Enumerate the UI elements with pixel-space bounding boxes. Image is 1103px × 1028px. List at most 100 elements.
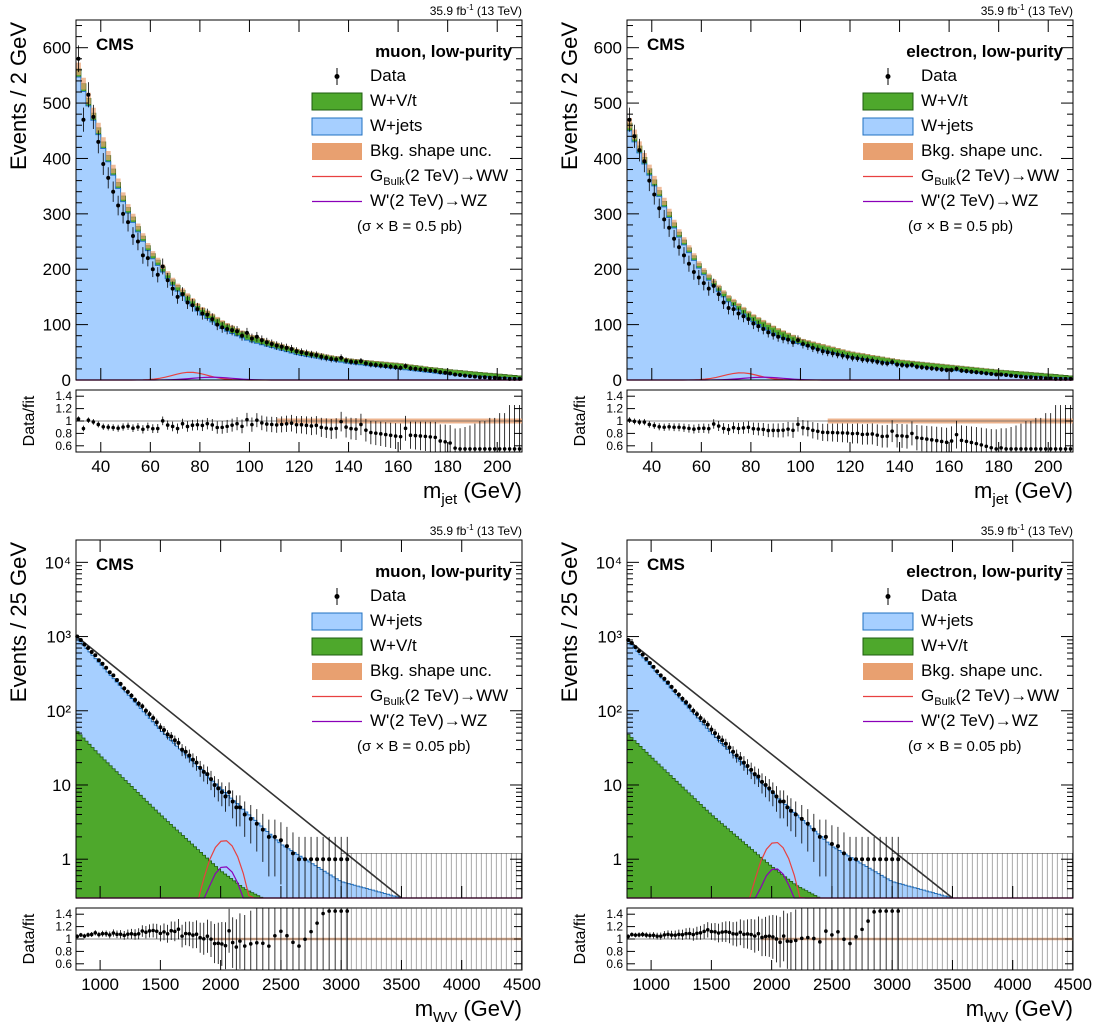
legend-data-label: Data: [370, 586, 406, 605]
data-point: [840, 353, 845, 358]
data-point: [716, 292, 721, 297]
data-point: [895, 362, 900, 367]
data-point: [448, 371, 453, 376]
ratio-point: [727, 930, 732, 935]
data-point: [339, 355, 344, 360]
data-point: [658, 673, 663, 678]
data-point: [800, 342, 805, 346]
data-point: [175, 294, 180, 299]
legend-gbulk-label: GBulk(2 TeV)→WW: [370, 686, 508, 708]
x-tick-label: 3000: [322, 975, 360, 994]
data-point: [264, 340, 269, 345]
x-axis-sub: jet: [440, 491, 458, 508]
x-tick-label: 160: [384, 457, 412, 476]
ratio-point: [789, 939, 793, 944]
data-point: [781, 336, 786, 341]
ratio-point: [842, 937, 846, 942]
ratio-point: [191, 933, 195, 937]
ratio-point: [1024, 447, 1028, 451]
ratio-point: [136, 931, 141, 936]
legend-wjets-label: W+jets: [370, 611, 422, 630]
data-point: [904, 363, 909, 368]
ratio-point: [121, 425, 125, 429]
y-tick-label: 500: [594, 94, 622, 113]
ratio-axis-label: Data/fit: [572, 395, 589, 446]
ratio-point: [830, 430, 835, 435]
data-point: [133, 697, 138, 702]
data-point: [662, 676, 667, 681]
ratio-tick-label: 0.8: [55, 426, 72, 440]
y-tick-label: 10: [52, 776, 71, 795]
data-point: [477, 375, 482, 380]
data-point: [81, 117, 86, 122]
ratio-point: [910, 431, 914, 436]
data-point: [294, 349, 299, 354]
data-point: [746, 317, 751, 322]
data-point: [248, 816, 253, 821]
data-point: [890, 857, 895, 862]
ratio-tick-label: 1: [65, 414, 72, 428]
legend-gbulk-label: GBulk(2 TeV)→WW: [921, 686, 1059, 708]
data-point: [723, 741, 728, 746]
data-point: [201, 769, 206, 774]
x-tick-label: 2000: [202, 975, 240, 994]
ratio-point: [920, 436, 924, 441]
legend-unc-label: Bkg. shape unc.: [370, 661, 492, 680]
data-point: [781, 799, 786, 804]
legend-gbulk-main: G: [921, 166, 934, 185]
cms-label: CMS: [96, 555, 134, 574]
ratio-point: [91, 420, 96, 424]
ratio-point: [855, 431, 860, 436]
ratio-point: [131, 426, 135, 431]
ratio-point: [180, 934, 184, 938]
x-tick-label: 2000: [753, 975, 791, 994]
x-axis-label: mWV (GeV): [966, 996, 1073, 1026]
ratio-point: [896, 909, 901, 913]
ratio-point: [954, 432, 959, 437]
ratio-point: [771, 428, 775, 433]
x-tick-label: 120: [285, 457, 313, 476]
data-point: [125, 689, 130, 694]
y-tick-label: 1: [613, 850, 622, 869]
ratio-point: [413, 433, 418, 438]
data-point: [672, 236, 677, 241]
x-tick-label: 4500: [1054, 975, 1092, 994]
ratio-point: [76, 417, 81, 421]
ratio-point: [274, 423, 279, 427]
ratio-point: [756, 427, 761, 431]
data-point: [158, 725, 163, 730]
data-point: [1004, 373, 1009, 378]
data-point: [433, 369, 438, 374]
data-point: [315, 857, 320, 862]
ratio-point: [684, 931, 688, 936]
data-point: [413, 366, 418, 371]
data-point: [423, 368, 428, 373]
y-tick-label: 0: [62, 371, 71, 390]
data-point: [829, 842, 834, 847]
legend-wjets-label: W+jets: [370, 116, 422, 135]
ratio-point: [309, 929, 313, 934]
data-point: [698, 715, 703, 720]
data-point: [344, 358, 349, 363]
ratio-point: [315, 921, 319, 925]
data-point: [482, 375, 487, 380]
ratio-point: [1068, 447, 1073, 451]
data-point: [89, 649, 94, 654]
ratio-point: [633, 933, 638, 937]
ratio-point: [1038, 447, 1043, 451]
x-axis-unit: (GeV): [457, 478, 522, 503]
ratio-point: [453, 446, 457, 450]
data-point: [841, 851, 846, 856]
legend-gbulk-label: GBulk(2 TeV)→WW: [370, 166, 508, 188]
x-tick-label: 4000: [994, 975, 1032, 994]
ratio-point: [880, 434, 885, 439]
ratio-point: [1029, 447, 1033, 451]
data-point: [443, 370, 448, 375]
ratio-point: [284, 422, 289, 426]
ratio-point: [785, 939, 790, 943]
data-point: [237, 805, 242, 810]
x-tick-label: 3000: [873, 975, 911, 994]
data-point: [122, 686, 127, 691]
ratio-point: [126, 932, 130, 936]
y-tick-label: 200: [594, 260, 622, 279]
